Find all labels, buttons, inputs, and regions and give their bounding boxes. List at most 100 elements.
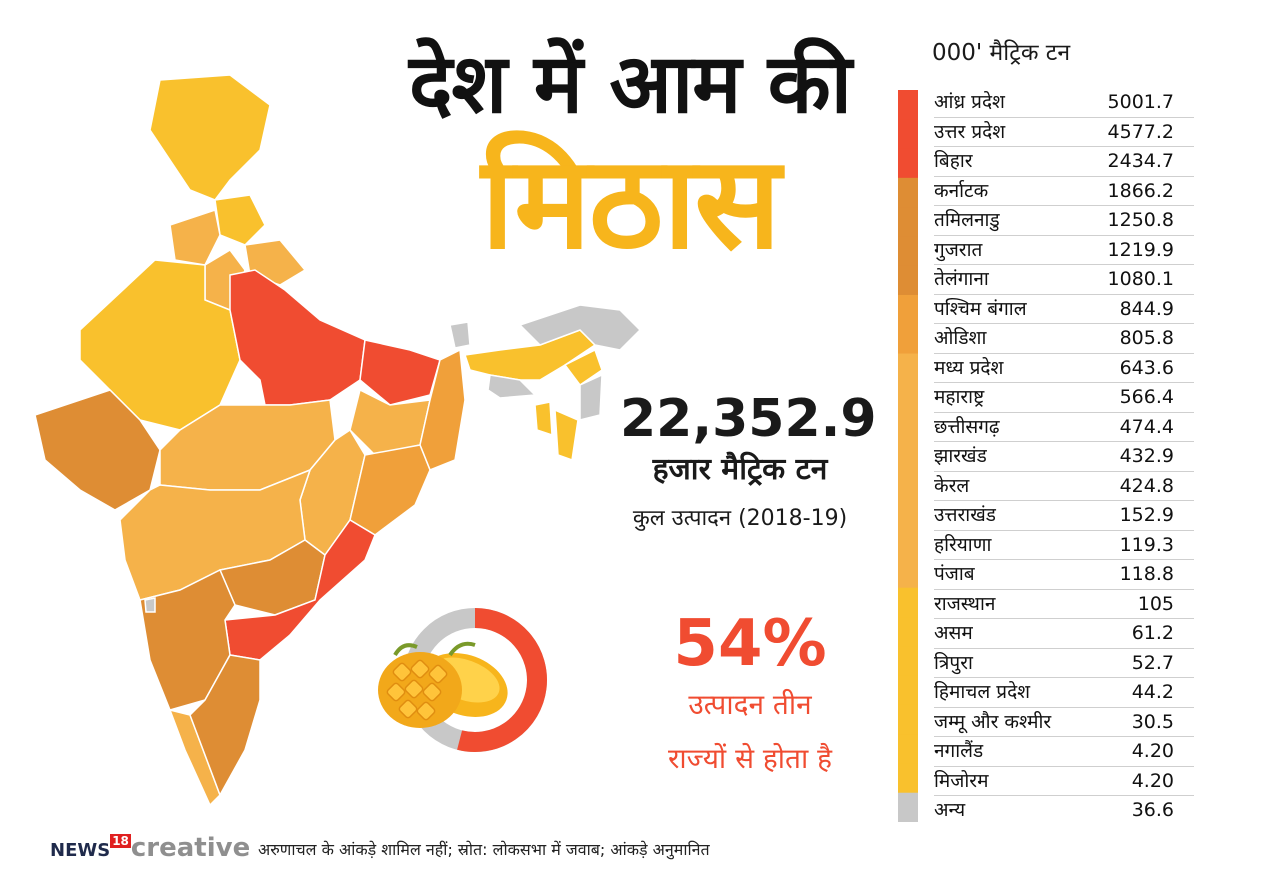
color-group-strip (898, 90, 918, 822)
brand-number: 18 (110, 834, 131, 848)
table-row: कर्नाटक 1866.2 (934, 177, 1194, 206)
state-name: उत्तराखंड (934, 504, 996, 526)
mango-illustration (378, 641, 508, 728)
table-row: आंध्र प्रदेश 5001.7 (934, 88, 1194, 118)
state-name: मिजोरम (934, 769, 989, 792)
map-karnataka (139, 568, 236, 711)
table-row: राजस्थान 105 (934, 590, 1194, 619)
state-name: झारखंड (934, 445, 987, 467)
state-name: बिहार (934, 150, 973, 172)
map-jammu-kashmir (149, 74, 271, 201)
map-punjab (169, 209, 221, 266)
map-tripura (534, 401, 553, 437)
state-value: 105 (1137, 592, 1174, 615)
share-caption-line-1: उत्पादन तीन (688, 688, 812, 721)
strip-segment (898, 675, 918, 706)
state-value: 152.9 (1119, 504, 1174, 526)
map-uttar-pradesh (229, 269, 366, 406)
strip-segment (898, 499, 918, 530)
state-name: राजस्थान (934, 592, 996, 615)
share-percent: 54% (673, 607, 827, 681)
map-himachal (214, 194, 266, 246)
strip-segment (898, 90, 918, 120)
map-west-bengal (419, 348, 466, 471)
brand-news: NEWS (50, 840, 111, 861)
strip-segment (898, 763, 918, 794)
strip-segment (898, 119, 918, 150)
state-name: मध्य प्रदेश (934, 356, 1004, 379)
total-production-value: 22,352.9 (620, 389, 877, 449)
state-name: कर्नाटक (934, 179, 989, 202)
state-value: 4.20 (1131, 740, 1174, 762)
state-value: 119.3 (1119, 533, 1174, 556)
state-name: आंध्र प्रदेश (934, 91, 1005, 113)
state-value: 5001.7 (1107, 91, 1174, 113)
strip-segment (898, 441, 918, 472)
state-name: पंजाब (934, 563, 975, 585)
table-row: हरियाणा 119.3 (934, 531, 1194, 560)
map-sikkim (449, 321, 471, 349)
table-row: महाराष्ट्र 566.4 (934, 383, 1194, 413)
state-name: जम्मू और कश्मीर (934, 710, 1052, 733)
strip-segment (898, 265, 918, 296)
state-value: 1866.2 (1107, 179, 1174, 202)
state-value: 1219.9 (1107, 238, 1174, 261)
state-value: 4577.2 (1107, 120, 1174, 143)
donut-share-arc (457, 608, 547, 752)
brand-logo: NEWS 18creative (50, 833, 251, 863)
title-line-1: देश में आम की (408, 37, 852, 132)
state-name: नगालैंड (934, 740, 984, 762)
strip-segment (898, 734, 918, 764)
state-value: 30.5 (1131, 710, 1174, 733)
table-row: ओडिशा 805.8 (934, 324, 1194, 354)
strip-segment (898, 324, 918, 355)
source-footnote: अरुणाचल के आंकड़े शामिल नहीं; स्रोत: लोक… (258, 840, 710, 859)
table-row: छत्तीसगढ़ 474.4 (934, 413, 1194, 442)
share-caption-line-2: राज्यों से होता है (667, 742, 833, 775)
total-production-caption: कुल उत्पादन (2018-19) (632, 506, 848, 531)
share-donut-chart (378, 608, 547, 752)
table-row: बिहार 2434.7 (934, 147, 1194, 177)
state-value: 36.6 (1131, 799, 1174, 821)
map-manipur (579, 373, 603, 421)
strip-segment (898, 529, 918, 559)
strip-segment (898, 294, 918, 325)
state-value: 1250.8 (1107, 209, 1174, 231)
map-nagaland (563, 348, 603, 387)
state-value: 2434.7 (1107, 150, 1174, 172)
state-name: महाराष्ट्र (934, 386, 985, 408)
table-row: तेलंगाना 1080.1 (934, 265, 1194, 295)
state-value: 643.6 (1119, 356, 1174, 379)
table-unit-label: 000' मैट्रिक टन (932, 40, 1071, 66)
state-name: तमिलनाडु (934, 209, 1000, 231)
table-row: नगालैंड 4.20 (934, 737, 1194, 767)
state-value: 566.4 (1119, 386, 1174, 408)
state-value: 44.2 (1131, 681, 1174, 703)
strip-segment (898, 792, 918, 822)
table-row: उत्तराखंड 152.9 (934, 501, 1194, 531)
map-tamil-nadu (189, 654, 261, 797)
map-meghalaya (487, 374, 537, 399)
strip-segment (898, 558, 918, 589)
table-row: उत्तर प्रदेश 4577.2 (934, 118, 1194, 147)
brand-creative: creative (130, 833, 251, 863)
strip-segment (898, 617, 918, 647)
state-name: केरल (934, 474, 970, 497)
map-mizoram (554, 408, 579, 462)
strip-segment (898, 412, 918, 442)
state-name: उत्तर प्रदेश (934, 120, 1006, 143)
india-map (34, 74, 640, 807)
table-row: केरल 424.8 (934, 472, 1194, 501)
strip-segment (898, 207, 918, 237)
state-value: 424.8 (1119, 474, 1174, 497)
state-value: 61.2 (1131, 622, 1174, 644)
map-bihar (359, 339, 441, 406)
state-name: तेलंगाना (934, 268, 989, 290)
state-value: 118.8 (1119, 563, 1174, 585)
state-name: छत्तीसगढ़ (934, 415, 1000, 438)
table-row: जम्मू और कश्मीर 30.5 (934, 708, 1194, 737)
strip-segment (898, 587, 918, 618)
state-value: 432.9 (1119, 445, 1174, 467)
table-row: मध्य प्रदेश 643.6 (934, 354, 1194, 383)
state-name: ओडिशा (934, 327, 987, 349)
